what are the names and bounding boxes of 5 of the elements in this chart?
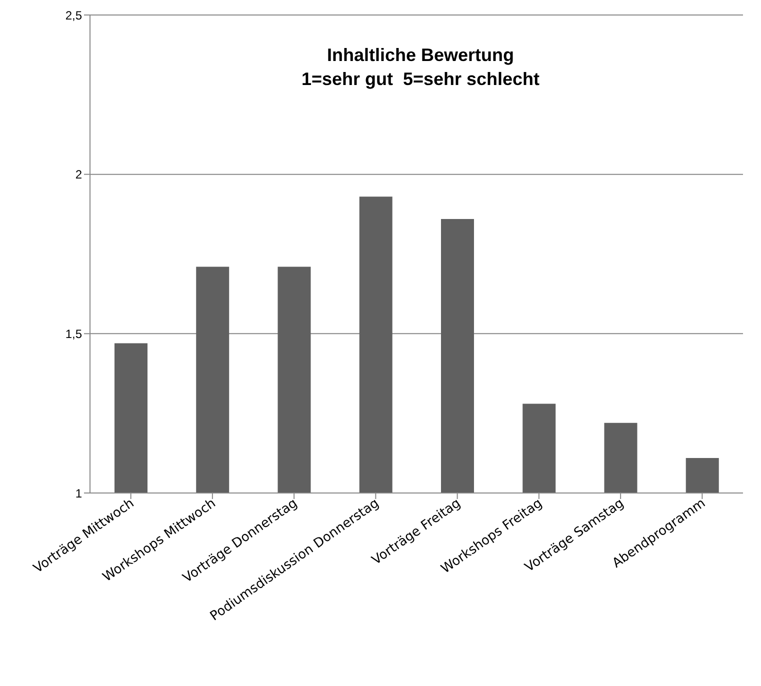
text: Inhaltliche Bewertung 1=sehr gut 5=sehr schlecht xyxy=(300,44,541,91)
y-tick-label: 2,5 xyxy=(65,8,82,22)
y-tick-label: 2 xyxy=(75,168,82,182)
y-tick-label: 1,5 xyxy=(65,326,82,341)
y-tick-label: 1 xyxy=(75,486,82,500)
